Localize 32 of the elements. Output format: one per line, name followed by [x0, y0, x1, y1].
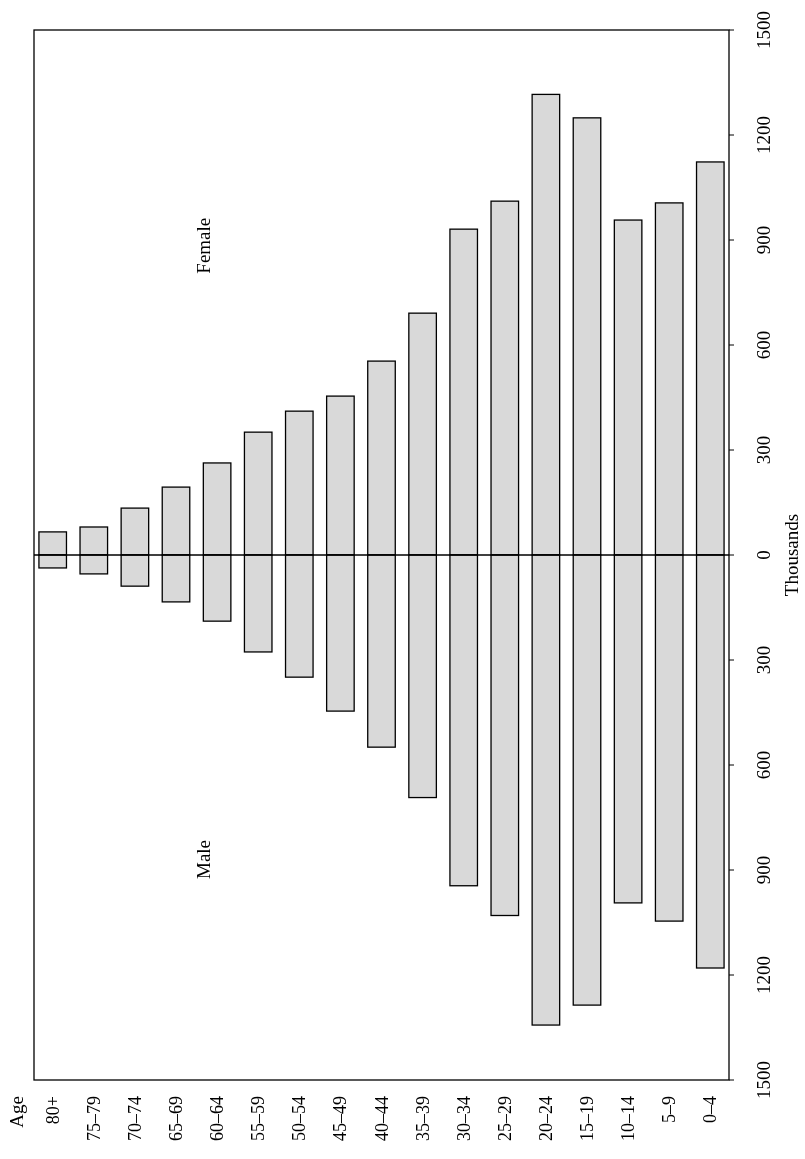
- annotation: Male: [192, 839, 214, 880]
- x-tick-label: 0–4: [700, 1096, 721, 1123]
- x-tick-label: 15–19: [577, 1096, 597, 1141]
- x-tick-label: 40–44: [371, 1096, 392, 1141]
- x-tick-label: 80+: [42, 1096, 63, 1125]
- x-tick-label: 75–79: [83, 1096, 104, 1141]
- x-tick-label: 55–59: [248, 1096, 269, 1141]
- y-tick-label: 300: [752, 645, 774, 675]
- x-tick-label: 50–54: [289, 1096, 310, 1141]
- y-tick-label: 1200: [752, 956, 774, 994]
- y-tick-label: 1500: [752, 11, 774, 49]
- x-tick-label: 45–49: [330, 1096, 351, 1141]
- x-tick-label: 35–39: [412, 1096, 433, 1141]
- x-tick-label: 25–29: [494, 1096, 515, 1141]
- x-tick-label: 20–24: [535, 1096, 556, 1141]
- y-tick-label: 0: [752, 550, 774, 560]
- y-tick-label: 1500: [752, 1061, 774, 1099]
- x-tick-label: 30–34: [453, 1096, 474, 1141]
- x-tick-label: 70–74: [124, 1096, 145, 1141]
- y-tick-label: 900: [752, 225, 774, 255]
- x-tick-label: 5–9: [659, 1096, 680, 1123]
- y-tick-label: 1200: [752, 116, 774, 154]
- y-tick-label: 300: [752, 435, 774, 465]
- x-tick-label: 10–14: [618, 1096, 639, 1141]
- annotation: Female: [192, 217, 214, 274]
- y-tick-label: 600: [752, 750, 774, 780]
- x-tick-label: 65–69: [166, 1096, 186, 1141]
- y-tick-label: 600: [752, 330, 774, 360]
- x-tick-label: 60–64: [207, 1096, 228, 1141]
- y-tick-label: 900: [752, 855, 774, 885]
- text: Age: [5, 1096, 27, 1128]
- y-axis-title: Thousands: [780, 513, 802, 597]
